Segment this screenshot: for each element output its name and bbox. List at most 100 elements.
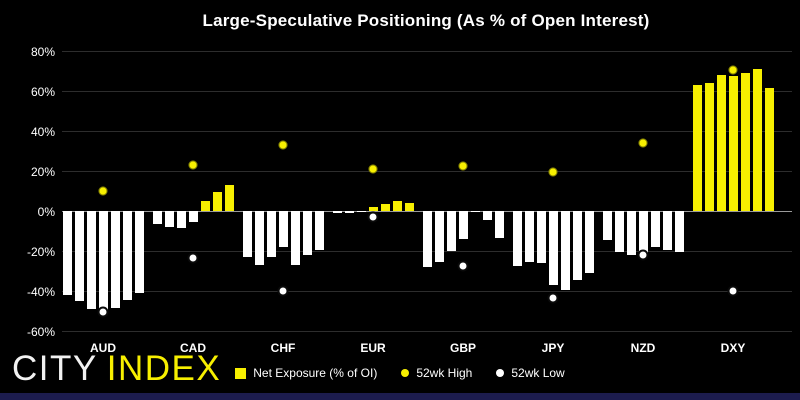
bar-net-exposure <box>62 211 72 295</box>
bar-net-exposure <box>122 211 132 300</box>
bar-net-exposure <box>692 85 702 211</box>
bar-net-exposure <box>356 211 366 212</box>
bar-net-exposure <box>446 211 456 251</box>
bar-net-exposure <box>278 211 288 247</box>
y-axis-label: 40% <box>30 124 55 139</box>
bar-net-exposure <box>188 211 198 222</box>
dot-52wk-low <box>547 292 559 304</box>
x-axis-label: DXY <box>720 341 746 355</box>
bar-net-exposure <box>110 211 120 308</box>
bar-net-exposure <box>86 211 96 309</box>
bar-net-exposure <box>266 211 276 257</box>
dot-52wk-low <box>727 285 739 297</box>
bar-net-exposure <box>728 76 738 211</box>
bar-net-exposure <box>344 211 354 213</box>
bar-net-exposure <box>704 83 714 211</box>
dot-52wk-high <box>368 164 378 174</box>
bar-net-exposure <box>368 207 378 211</box>
bar-net-exposure <box>434 211 444 262</box>
bar-net-exposure <box>74 211 84 301</box>
legend-marker-circle <box>496 369 505 377</box>
x-axis-label: CHF <box>270 341 296 355</box>
x-axis-label: JPY <box>541 341 565 355</box>
legend-marker-circle <box>401 369 410 377</box>
bar-net-exposure <box>302 211 312 255</box>
bar-net-exposure <box>242 211 252 257</box>
bar-net-exposure <box>548 211 558 285</box>
y-axis-label: -60% <box>26 324 55 339</box>
bar-net-exposure <box>752 69 762 211</box>
bar-net-exposure <box>176 211 186 228</box>
bar-net-exposure <box>200 201 210 211</box>
bar-net-exposure <box>638 211 648 254</box>
gridline <box>62 51 792 52</box>
bar-net-exposure <box>380 204 390 211</box>
bar-net-exposure <box>254 211 264 265</box>
y-axis-label: 80% <box>30 44 55 59</box>
bar-net-exposure <box>716 75 726 211</box>
bar-net-exposure <box>602 211 612 240</box>
legend-item: Net Exposure (% of OI) <box>235 366 377 380</box>
bar-net-exposure <box>164 211 174 227</box>
logo-city: CITY <box>12 349 98 388</box>
bar-net-exposure <box>98 211 108 313</box>
dot-52wk-high <box>278 140 288 150</box>
bar-net-exposure <box>572 211 582 280</box>
dot-52wk-low <box>97 306 109 318</box>
legend-label: Net Exposure (% of OI) <box>253 366 378 380</box>
bar-net-exposure <box>674 211 684 252</box>
legend-item: 52wk High <box>401 366 472 380</box>
x-axis-label: GBP <box>449 341 476 355</box>
bar-net-exposure <box>740 73 750 211</box>
dot-52wk-high <box>188 160 198 170</box>
legend-marker-square <box>235 367 247 379</box>
legend-label: 52wk Low <box>511 366 565 380</box>
dot-52wk-high <box>728 65 738 75</box>
legend-label: 52wk High <box>416 366 473 380</box>
bar-net-exposure <box>536 211 546 263</box>
gridline <box>62 291 792 292</box>
bar-net-exposure <box>662 211 672 250</box>
chart-title: Large-Speculative Positioning (As % of O… <box>202 11 650 30</box>
bar-net-exposure <box>212 192 222 211</box>
footer-strip <box>0 393 800 400</box>
bar-net-exposure <box>392 201 402 211</box>
y-axis-label: 20% <box>30 164 55 179</box>
bar-net-exposure <box>494 211 504 238</box>
dot-52wk-high <box>548 167 558 177</box>
bar-net-exposure <box>470 211 480 212</box>
dot-52wk-high <box>98 186 108 196</box>
x-axis-label: AUD <box>90 341 116 355</box>
bar-net-exposure <box>404 203 414 211</box>
x-axis-label: EUR <box>360 341 386 355</box>
y-axis-label: 0% <box>37 204 55 219</box>
bar-net-exposure <box>614 211 624 252</box>
y-axis-label: -40% <box>26 284 55 299</box>
bar-net-exposure <box>422 211 432 267</box>
bar-net-exposure <box>482 211 492 220</box>
y-axis-label: -20% <box>26 244 55 259</box>
bar-net-exposure <box>626 211 636 255</box>
dot-52wk-low <box>457 260 469 272</box>
dot-52wk-high <box>458 161 468 171</box>
bar-net-exposure <box>134 211 144 293</box>
bar-net-exposure <box>650 211 660 247</box>
brand-logo: CITY INDEX <box>12 350 221 388</box>
legend-item: 52wk Low <box>496 366 565 380</box>
bar-net-exposure <box>224 185 234 211</box>
legend: Net Exposure (% of OI) 52wk High 52wk Low <box>0 364 800 382</box>
bar-net-exposure <box>332 211 342 214</box>
bar-net-exposure <box>524 211 534 262</box>
y-axis-label: 60% <box>30 84 55 99</box>
bar-net-exposure <box>584 211 594 273</box>
dot-52wk-low <box>637 249 649 261</box>
bar-net-exposure <box>458 211 468 239</box>
dot-52wk-low <box>367 211 379 223</box>
dot-52wk-high <box>638 138 648 148</box>
x-axis-label: NZD <box>630 341 656 355</box>
bar-net-exposure <box>512 211 522 266</box>
gridline <box>62 131 792 132</box>
bar-net-exposure <box>560 211 570 290</box>
bar-net-exposure <box>314 211 324 250</box>
